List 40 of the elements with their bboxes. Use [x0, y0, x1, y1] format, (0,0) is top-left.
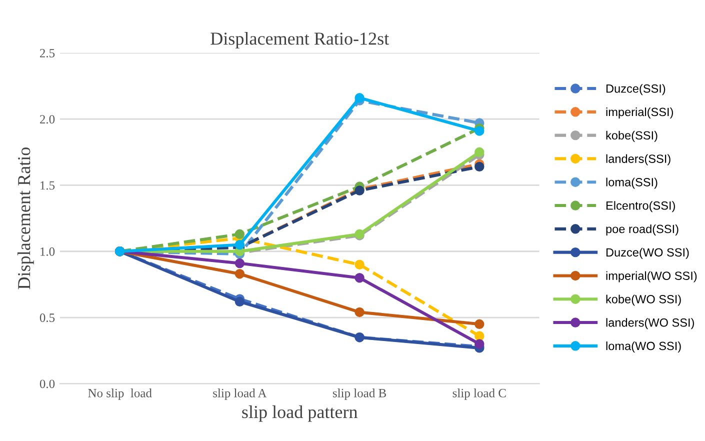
legend-label: landers(WO SSI) [606, 318, 694, 330]
point [234, 229, 245, 240]
point [474, 126, 484, 136]
point [474, 339, 484, 349]
legend-label: loma(WO SSI) [606, 341, 681, 352]
point [234, 269, 245, 279]
legend-label: Duzce(WO SSI) [606, 248, 689, 259]
x-axis-title: slip load pattern [242, 405, 358, 422]
y-tick-label: 1.5 [40, 181, 55, 190]
point [354, 260, 364, 270]
legend-label: imperial(WO SSI) [606, 271, 697, 282]
point [474, 319, 484, 329]
legend-label: loma(SSI) [606, 178, 658, 189]
point [474, 331, 484, 341]
y-tick-label: 0.0 [40, 380, 55, 388]
legend-label: Elcentro(SSI) [606, 201, 675, 212]
point [474, 147, 484, 158]
point [234, 258, 245, 268]
x-tick-label: slip load C [452, 388, 506, 400]
legend-label: Duzce(SSI) [606, 84, 666, 96]
y-axis-title: Displacement Ratio [18, 148, 34, 290]
legend-label: imperial(SSI) [606, 107, 673, 118]
x-tick-label: No slip load [88, 388, 152, 400]
legend-label: kobe(SSI) [606, 130, 658, 142]
y-tick-label: 2.0 [40, 115, 55, 124]
chart-title: Displacement Ratio-12st [210, 32, 390, 48]
point [354, 93, 364, 103]
x-tick-label: slip load A [213, 388, 267, 400]
point [354, 272, 364, 283]
legend-label: poe road(SSI) [606, 224, 678, 236]
y-tick-label: 2.5 [40, 48, 55, 58]
point [354, 307, 364, 318]
y-tick-label: 1.0 [40, 247, 55, 256]
x-tick-label: slip load B [332, 388, 386, 400]
point [234, 240, 245, 250]
legend-label: kobe(WO SSI) [606, 294, 681, 306]
point [474, 162, 484, 172]
y-tick-label: 0.5 [40, 314, 55, 322]
point [234, 296, 245, 307]
legend-label: landers(SSI) [606, 154, 670, 166]
